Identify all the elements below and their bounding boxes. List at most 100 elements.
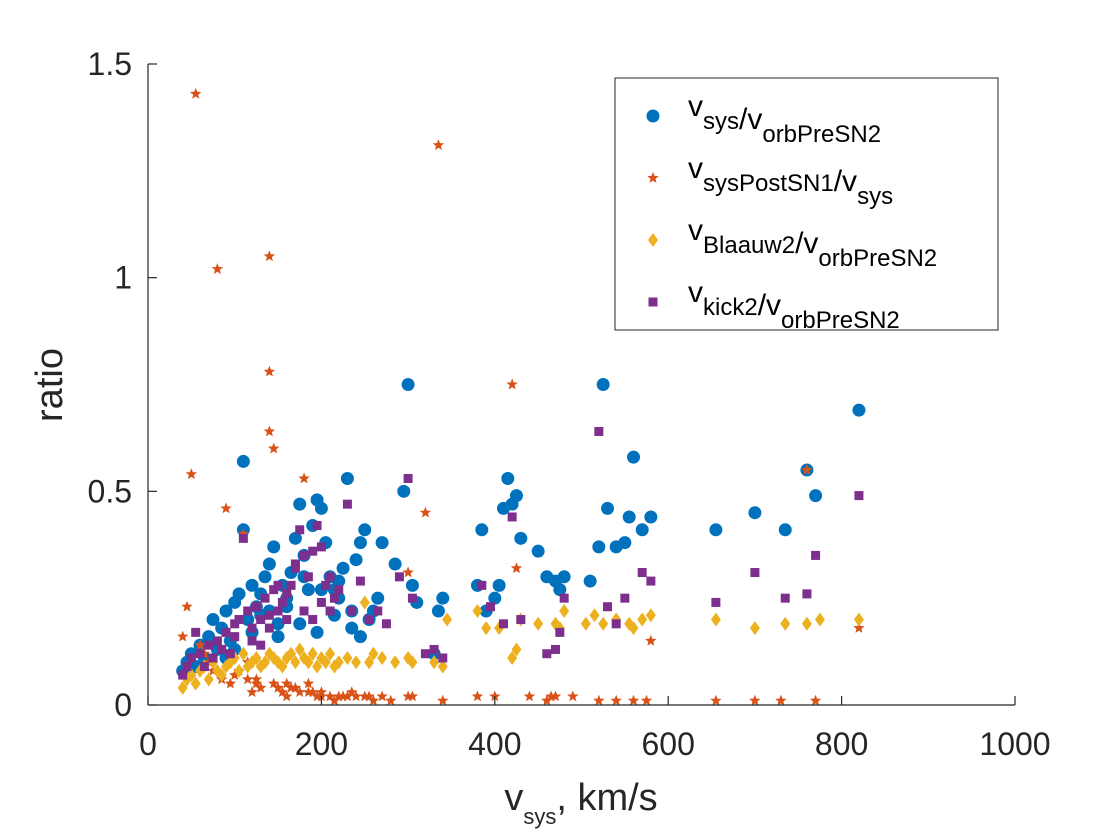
data-point-star [402, 566, 414, 578]
data-point-circle [236, 454, 250, 468]
data-point-star [328, 694, 341, 706]
data-point-square [273, 606, 283, 616]
data-point-square [325, 606, 335, 616]
data-point-square [364, 615, 374, 625]
x-axis-label-sub: sys [523, 804, 556, 829]
data-point-star [775, 694, 787, 706]
data-point-circle [314, 501, 328, 515]
data-point-square [342, 499, 352, 509]
data-point-square [620, 593, 630, 603]
data-point-square [403, 474, 413, 484]
data-point-circle [332, 574, 346, 588]
data-point-diamond [429, 655, 440, 670]
data-point-circle [258, 570, 272, 584]
data-point-circle [531, 544, 545, 558]
data-point-circle [349, 553, 363, 567]
data-point-square [260, 593, 270, 603]
axes [147, 63, 1016, 706]
data-point-square [251, 602, 261, 612]
data-point-star [181, 600, 193, 612]
data-point-square [381, 619, 391, 629]
data-point-circle [557, 570, 571, 584]
data-point-star [419, 506, 432, 518]
data-point-diamond [645, 608, 656, 623]
data-point-square [282, 589, 292, 599]
data-point-square [854, 491, 864, 501]
data-point-circle [353, 536, 367, 550]
data-point-star [263, 425, 276, 437]
legend-marker-diamond [648, 233, 658, 247]
data-point-square [373, 606, 383, 616]
data-point-star [263, 365, 276, 377]
data-point-circle [358, 523, 372, 537]
data-point-diamond [559, 603, 570, 618]
data-point-star [189, 87, 202, 99]
data-point-star [801, 463, 813, 475]
data-point-diamond [801, 616, 812, 631]
data-point-square [321, 580, 331, 590]
x-tick-label: 0 [139, 726, 157, 762]
data-point-diamond [472, 603, 483, 618]
data-point-circle [509, 489, 523, 503]
data-point-star [185, 468, 198, 480]
data-point-circle [371, 591, 385, 605]
data-point-square [711, 597, 721, 607]
data-point-diamond [325, 646, 336, 661]
data-point-square [637, 568, 647, 578]
data-point-star [268, 442, 280, 454]
data-point-star [289, 681, 302, 693]
legend-entry-2: vsysPostSN1/vsys [688, 152, 893, 210]
data-point-circle [401, 378, 415, 391]
x-tick-label: 600 [642, 726, 695, 762]
data-point-circle [219, 604, 233, 618]
data-point-diamond [637, 612, 648, 627]
data-point-star [224, 677, 237, 689]
data-point-star [281, 690, 293, 702]
data-point-square [329, 593, 339, 603]
data-point-star [242, 673, 254, 685]
data-point-star [853, 622, 865, 633]
data-point-circle [336, 561, 350, 575]
data-point-square [550, 644, 560, 654]
data-point-star [228, 669, 241, 680]
series-3 [177, 595, 864, 695]
legend-box [614, 77, 999, 331]
data-point-square [186, 653, 196, 663]
data-point-diamond [177, 680, 188, 695]
data-point-square [221, 627, 231, 637]
y-axis-label: ratio [29, 348, 71, 422]
data-point-square [217, 644, 227, 654]
data-point-star [220, 502, 232, 514]
data-point-square [407, 593, 417, 603]
data-point-star [640, 694, 653, 706]
data-point-star [437, 694, 449, 706]
data-point-star [610, 694, 622, 706]
data-point-square [507, 512, 517, 522]
data-point-diamond [247, 655, 258, 670]
data-point-star [194, 639, 206, 651]
data-point-star [311, 690, 323, 702]
data-point-square [477, 580, 487, 590]
data-point-square [603, 602, 613, 612]
data-point-diamond [511, 642, 522, 657]
data-point-square [234, 615, 244, 625]
data-point-star [432, 139, 445, 151]
data-point-circle [232, 587, 246, 601]
legend-marker-circle [646, 109, 660, 123]
data-point-circle [488, 591, 502, 605]
data-point-square [780, 593, 790, 603]
data-point-diamond [238, 646, 249, 661]
data-point-star [385, 694, 397, 706]
data-point-circle [397, 484, 411, 498]
legend: vsys/vorbPreSN2vsysPostSN1/vsysvBlaauw2/… [614, 77, 999, 334]
data-point-circle [271, 630, 285, 644]
data-point-circle [492, 578, 506, 592]
data-point-circle [353, 630, 367, 644]
data-point-square [420, 649, 430, 659]
data-point-square [438, 653, 448, 663]
legend-marker-star [647, 172, 659, 183]
data-point-diamond [589, 608, 600, 623]
data-point-star [549, 690, 562, 702]
data-point-square [286, 580, 296, 590]
data-point-circle [852, 403, 866, 417]
